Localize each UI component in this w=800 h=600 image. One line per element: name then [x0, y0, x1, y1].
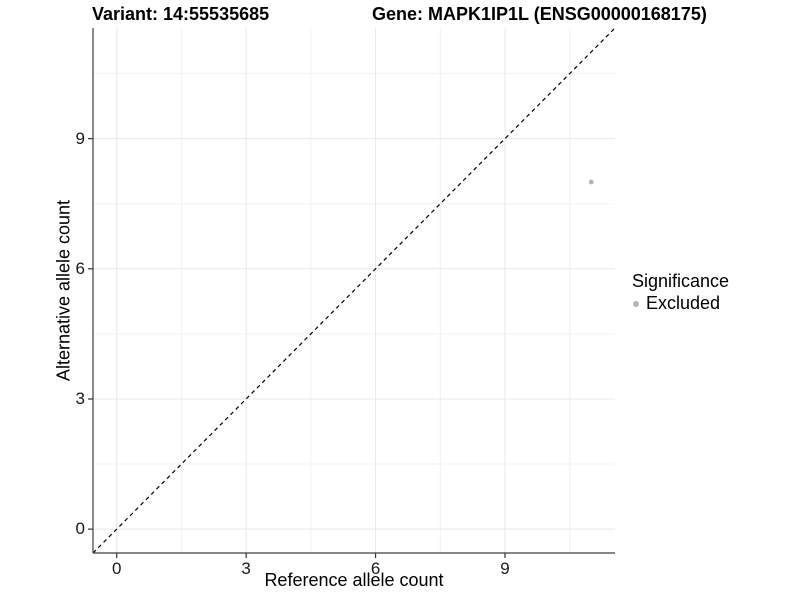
gene-title: Gene: MAPK1IP1L (ENSG00000168175) [372, 4, 707, 24]
legend-title: Significance [632, 271, 730, 291]
x-tick-label: 6 [370, 559, 381, 578]
y-tick-label: 9 [75, 128, 85, 148]
x-tick-label: 3 [241, 559, 251, 578]
legend-key-dot-icon [633, 300, 639, 307]
x-tick-label: 0 [111, 559, 122, 578]
legend-item-label: Excluded [646, 293, 721, 313]
y-tick-label: 3 [75, 388, 85, 408]
y-tick-label: 6 [75, 258, 85, 278]
identity-line [92, 27, 616, 554]
y-axis-title: Alternative allele count [53, 199, 74, 382]
data-point [588, 179, 594, 185]
x-tick-label: 9 [500, 559, 510, 578]
y-tick-label: 0 [75, 519, 85, 539]
legend-items: Excluded [632, 293, 729, 314]
legend: Significance Excluded [632, 271, 729, 314]
variant-title: Variant: 14:55535685 [92, 4, 270, 24]
x-axis-title: Reference allele count [264, 570, 444, 590]
legend-item: Excluded [632, 293, 729, 314]
